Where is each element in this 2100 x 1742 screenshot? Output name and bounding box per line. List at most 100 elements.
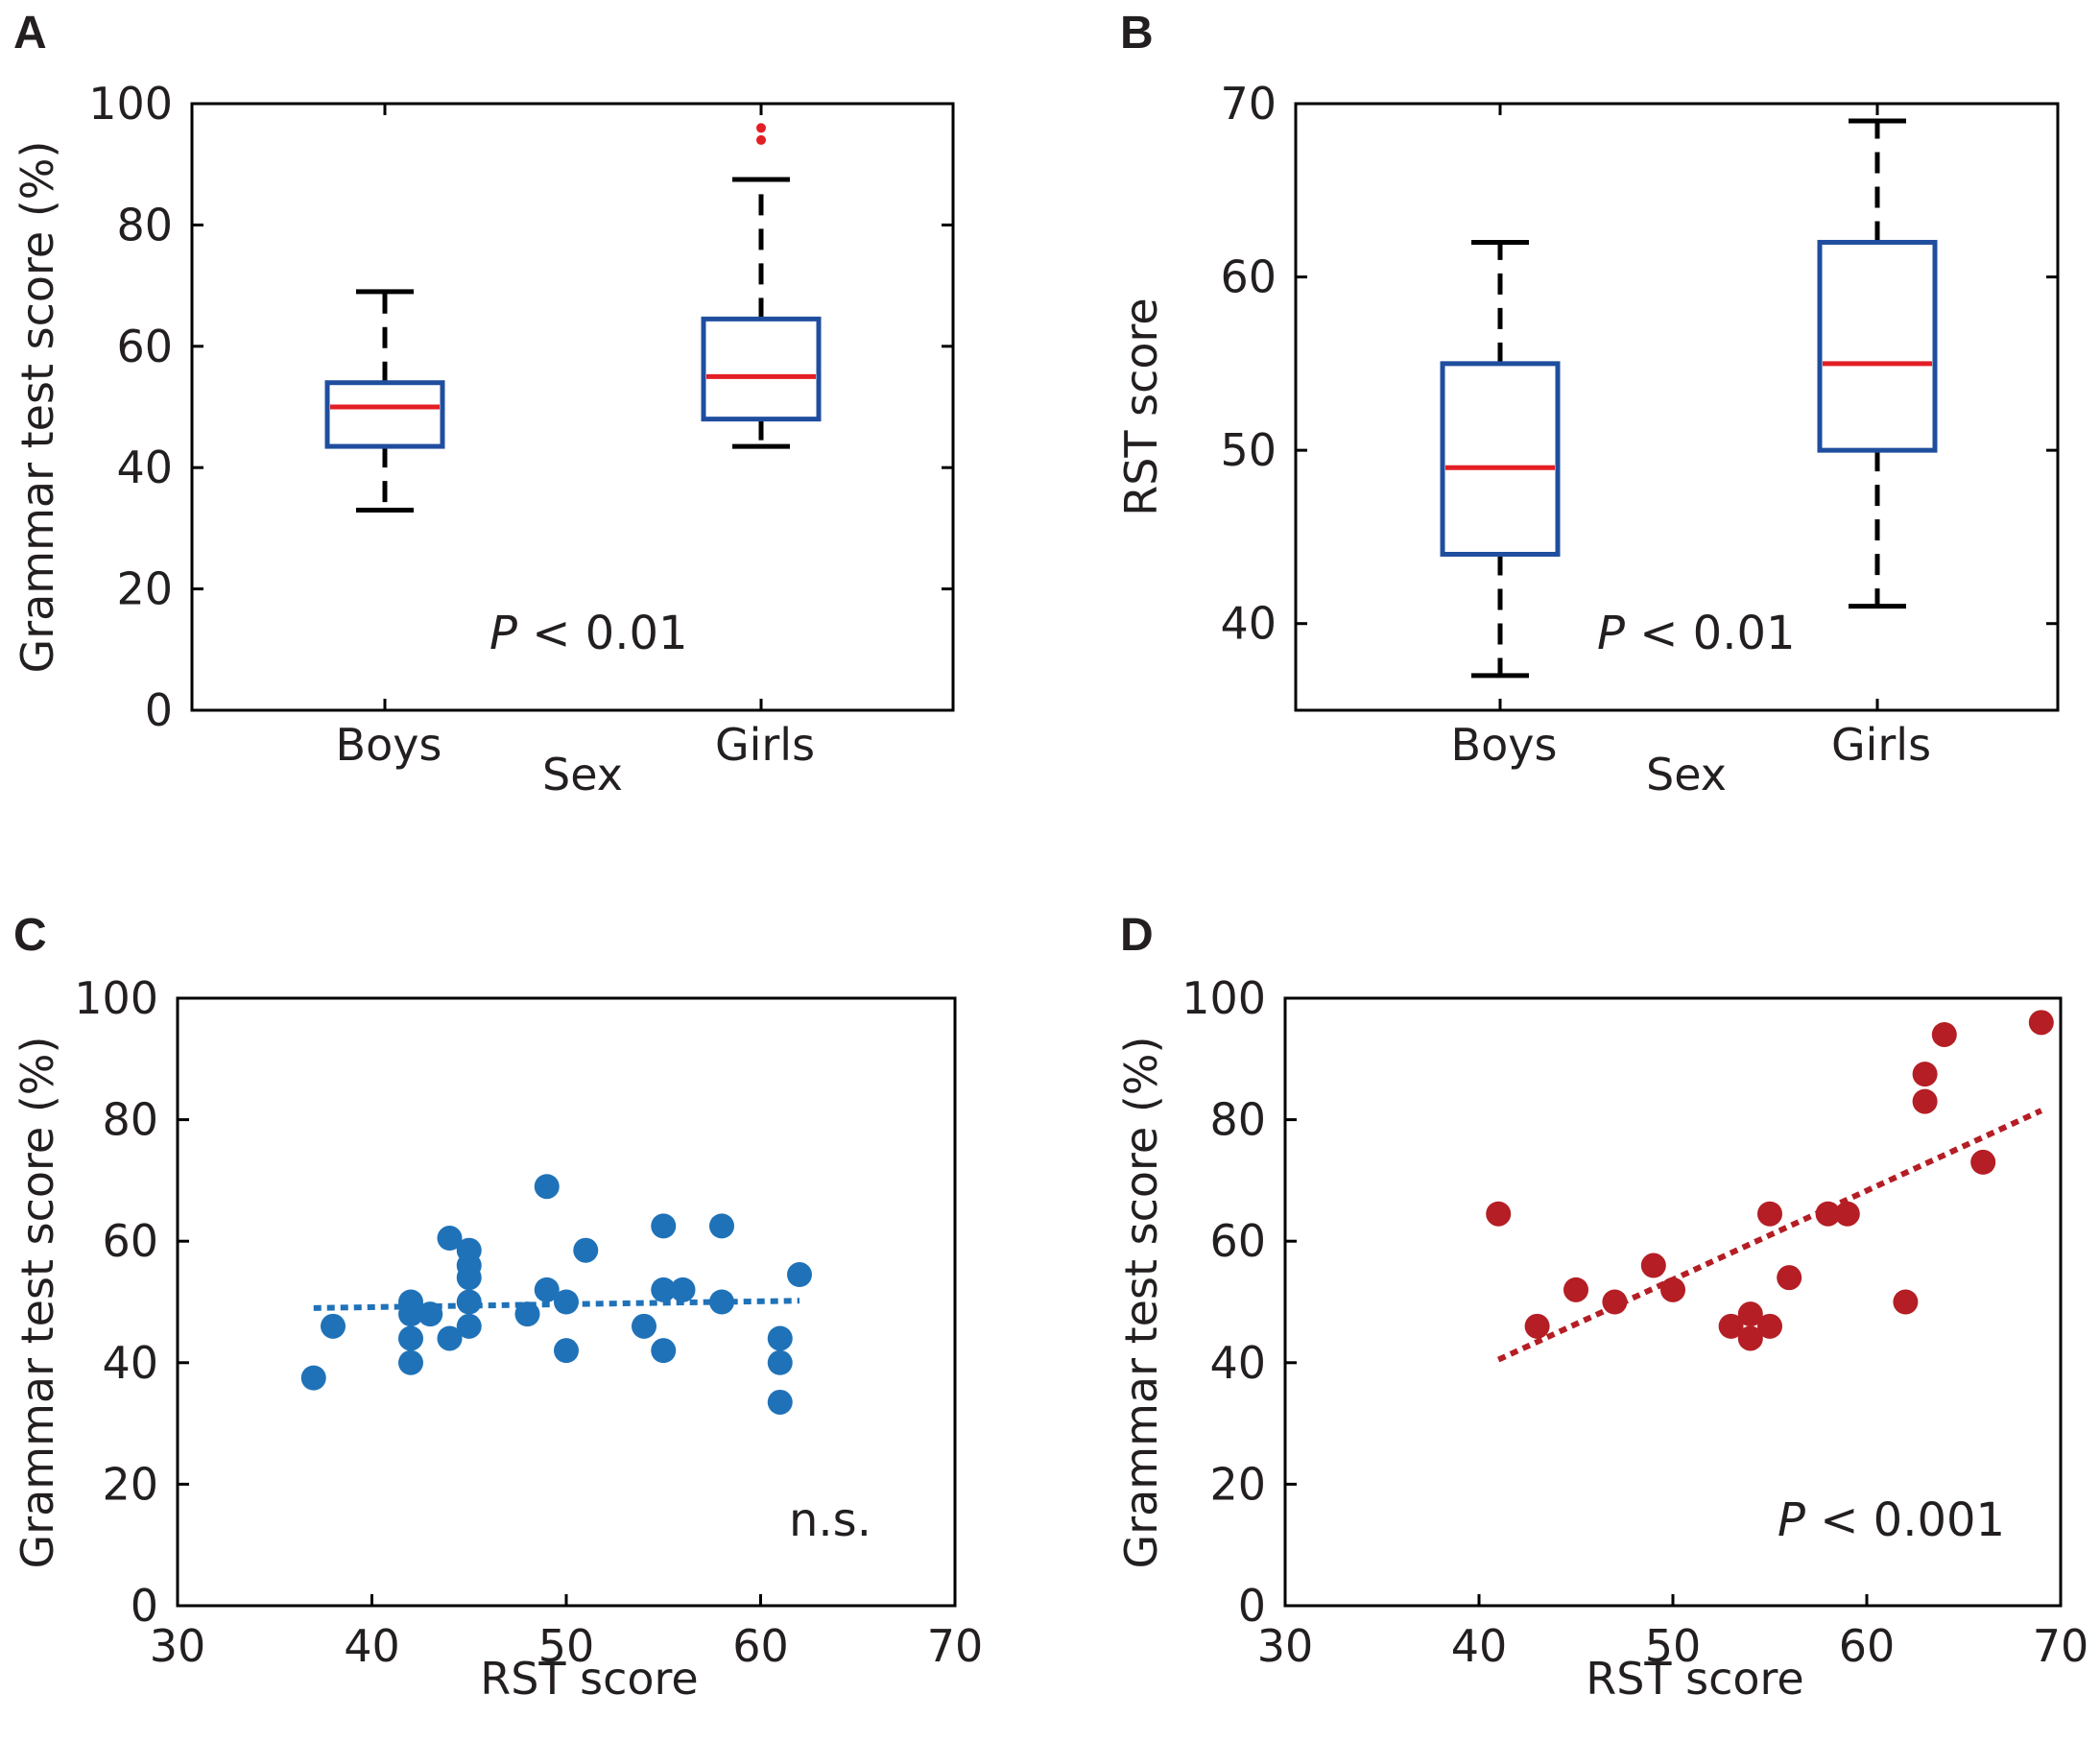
data-point [398,1301,423,1327]
y-tick-label: 60 [1220,251,1277,303]
p-value-annotation: P < 0.01 [489,607,688,660]
data-point [418,1301,443,1327]
plot-frame [190,102,955,712]
y-tick-label: 60 [116,321,173,372]
x-tick-label: 50 [538,1620,595,1672]
iqr-box [324,380,445,449]
x-tick-label: 60 [1839,1620,1896,1672]
panel-letter-d: D [1120,910,1154,961]
data-point [767,1349,793,1375]
data-point [1777,1265,1802,1291]
data-point [398,1349,423,1375]
data-point [1660,1277,1685,1302]
p-value-text: < 0.01 [532,607,687,660]
x-category-label: Boys [1451,719,1558,771]
x-tick-label: 70 [927,1620,984,1672]
data-point [1486,1201,1512,1227]
y-tick-label: 80 [1209,1094,1266,1146]
data-point [573,1237,599,1263]
data-point [1718,1313,1744,1339]
y-tick-label: 70 [1220,78,1277,130]
y-tick-label: 20 [116,563,173,615]
x-axis-label: Sex [542,749,623,800]
data-point [1737,1301,1763,1327]
panel-b: B 40 50 60 70 RST score Boys Girls Sex P < 0.01 [1115,8,2060,800]
p-value-annotation: P < 0.001 [1778,1493,2005,1547]
data-point [651,1277,677,1302]
data-point [1640,1253,1666,1278]
data-point [534,1277,560,1302]
data-point [767,1325,793,1351]
data-point [1737,1325,1763,1351]
data-point [1893,1289,1919,1315]
x-tick-label: 30 [150,1620,206,1672]
panel-a: A 0 20 40 60 80 100 Grammar test score (%) Boys G… [12,8,955,800]
y-tick-label: 0 [1238,1580,1266,1632]
data-point [1815,1201,1841,1227]
x-category-label: Girls [715,719,815,771]
iqr-box [1817,239,1938,453]
y-tick-label: 40 [1209,1337,1266,1389]
outlier-point [756,134,766,145]
y-tick-label: 80 [116,199,173,251]
p-value-annotation: P < 0.01 [1597,607,1796,660]
iqr-box [1440,361,1561,557]
data-point [1834,1201,1860,1227]
data-point [651,1213,677,1239]
data-point [1757,1313,1782,1339]
y-tick-label: 50 [1220,424,1277,476]
data-point [456,1313,482,1339]
y-tick-label: 20 [1209,1458,1266,1510]
p-value-text: < 0.01 [1639,607,1795,660]
data-point [1563,1277,1588,1302]
y-tick-label: 40 [102,1337,158,1389]
x-axis-label: RST score [1586,1653,1803,1705]
panel-d: D 0 20 40 60 80 100 Grammar test score (%) 30 40 5… [1115,910,2088,1705]
data-point [300,1365,326,1391]
x-axis-label: Sex [1646,749,1727,800]
data-point [1970,1149,1996,1175]
p-value-annotation: n.s. [789,1493,871,1547]
plot-frame [1294,102,2060,712]
panel-letter-c: C [13,910,47,961]
data-point [321,1313,346,1339]
p-symbol: P [1597,607,1639,660]
y-tick-label: 100 [1181,972,1266,1024]
data-point [554,1289,579,1315]
p-symbol: P [1778,1493,1820,1547]
y-tick-label: 0 [131,1580,158,1632]
box-girls [1817,118,1938,609]
data-point [437,1226,463,1252]
y-tick-label: 80 [102,1094,158,1146]
data-point [534,1174,560,1200]
p-value-text: < 0.001 [1820,1493,2005,1547]
outlier-point [756,123,766,133]
y-tick-label: 40 [116,441,173,493]
box-boys [1440,239,1561,679]
x-tick-label: 40 [344,1620,400,1672]
data-point [651,1338,677,1364]
data-point [437,1325,463,1351]
data-point [1524,1313,1550,1339]
x-tick-label: 30 [1257,1620,1314,1672]
data-point [1757,1201,1782,1227]
data-point [1912,1088,1938,1114]
data-point [1912,1062,1938,1087]
data-point [398,1325,423,1351]
iqr-box [701,316,822,422]
x-tick-label: 70 [2033,1620,2089,1672]
y-axis-label: Grammar test score (%) [12,1037,63,1569]
trendline [1496,1108,2043,1363]
data-point [787,1262,812,1288]
x-tick-label: 50 [1645,1620,1702,1672]
y-tick-label: 20 [102,1458,158,1510]
panel-letter-b: B [1120,8,1154,59]
x-tick-label: 40 [1451,1620,1508,1672]
data-point [514,1301,540,1327]
data-point [456,1265,482,1291]
data-point [670,1277,696,1302]
panel-letter-a: A [13,8,47,59]
data-point [2028,1010,2054,1036]
data-point [709,1289,734,1315]
